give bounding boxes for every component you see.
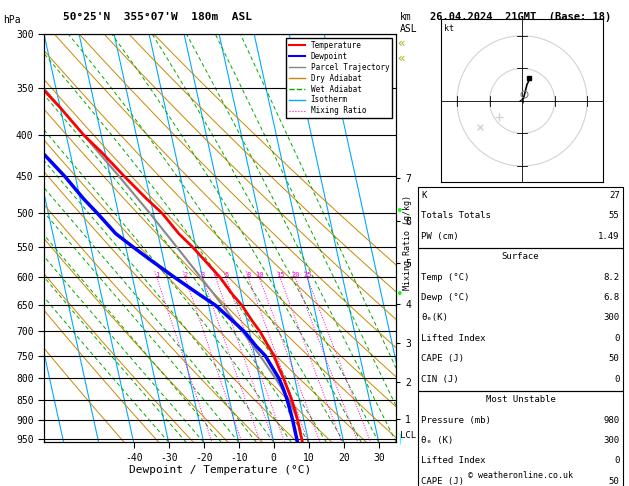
Text: Temp (°C): Temp (°C) [421, 273, 470, 282]
Text: hPa: hPa [3, 15, 21, 25]
Text: CAPE (J): CAPE (J) [421, 354, 464, 364]
Text: Dewp (°C): Dewp (°C) [421, 293, 470, 302]
Text: 50: 50 [609, 477, 620, 486]
Text: 0: 0 [614, 334, 620, 343]
Text: 8.2: 8.2 [603, 273, 620, 282]
Text: © weatheronline.co.uk: © weatheronline.co.uk [468, 471, 573, 480]
Text: 10: 10 [255, 273, 264, 278]
Text: Lifted Index: Lifted Index [421, 456, 486, 466]
Text: 25: 25 [303, 273, 312, 278]
Text: •: • [396, 288, 403, 300]
Text: 1: 1 [155, 273, 159, 278]
Text: 15: 15 [276, 273, 285, 278]
Text: «: « [398, 37, 405, 50]
Text: 6.8: 6.8 [603, 293, 620, 302]
Text: 0: 0 [614, 375, 620, 384]
Text: LCL: LCL [400, 431, 416, 440]
Text: K: K [421, 191, 427, 200]
Text: 55: 55 [609, 211, 620, 221]
Text: θₑ (K): θₑ (K) [421, 436, 454, 445]
Text: 20: 20 [291, 273, 300, 278]
Text: Mixing Ratio (g/kg): Mixing Ratio (g/kg) [403, 195, 412, 291]
Text: 50: 50 [609, 354, 620, 364]
Text: 2: 2 [184, 273, 187, 278]
Legend: Temperature, Dewpoint, Parcel Trajectory, Dry Adiabat, Wet Adiabat, Isotherm, Mi: Temperature, Dewpoint, Parcel Trajectory… [286, 38, 392, 119]
Text: |: | [396, 433, 403, 444]
Text: Surface: Surface [502, 252, 539, 261]
Text: 300: 300 [603, 313, 620, 323]
Text: 5: 5 [224, 273, 228, 278]
Text: 980: 980 [603, 416, 620, 425]
Text: Totals Totals: Totals Totals [421, 211, 491, 221]
Text: kt: kt [444, 24, 454, 34]
Text: 26.04.2024  21GMT  (Base: 18): 26.04.2024 21GMT (Base: 18) [430, 12, 611, 22]
Text: 50°25'N  355°07'W  180m  ASL: 50°25'N 355°07'W 180m ASL [63, 12, 252, 22]
Text: 0: 0 [614, 456, 620, 466]
Text: km
ASL: km ASL [399, 12, 417, 34]
Text: «: « [398, 52, 405, 65]
Text: Lifted Index: Lifted Index [421, 334, 486, 343]
Text: 8: 8 [247, 273, 251, 278]
Text: Pressure (mb): Pressure (mb) [421, 416, 491, 425]
Text: 3: 3 [201, 273, 205, 278]
Text: PW (cm): PW (cm) [421, 232, 459, 241]
Text: 4: 4 [214, 273, 218, 278]
Text: 1.49: 1.49 [598, 232, 620, 241]
Text: •: • [396, 205, 403, 218]
X-axis label: Dewpoint / Temperature (°C): Dewpoint / Temperature (°C) [129, 466, 311, 475]
Text: θₑ(K): θₑ(K) [421, 313, 448, 323]
Text: CAPE (J): CAPE (J) [421, 477, 464, 486]
Text: 300: 300 [603, 436, 620, 445]
Text: CIN (J): CIN (J) [421, 375, 459, 384]
Text: 27: 27 [609, 191, 620, 200]
Text: Most Unstable: Most Unstable [486, 395, 555, 404]
